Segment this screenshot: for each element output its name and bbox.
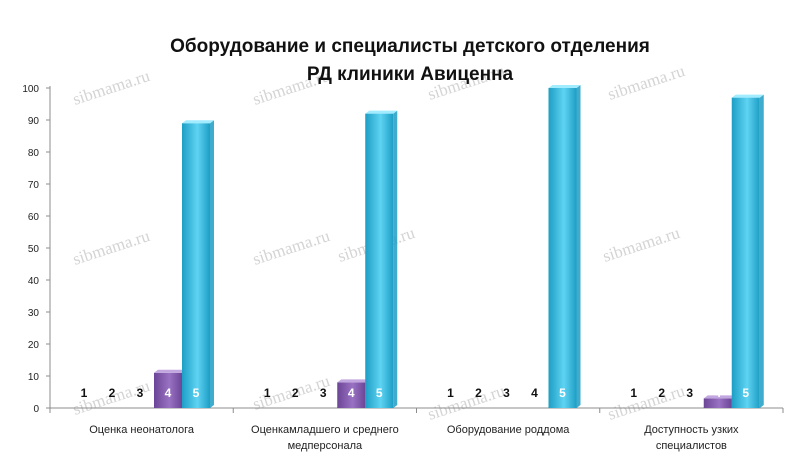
bar-top bbox=[731, 94, 764, 98]
data-label: 1 bbox=[264, 386, 271, 400]
y-tick-label: 40 bbox=[28, 276, 40, 287]
data-label: 3 bbox=[686, 386, 693, 400]
bar bbox=[703, 398, 732, 408]
data-label: 4 bbox=[165, 386, 172, 400]
chart-title: Оборудование и специалисты детского отде… bbox=[170, 36, 650, 85]
bar-side bbox=[759, 94, 764, 408]
x-category-label: медперсонала bbox=[288, 440, 363, 452]
data-labels: 1 1 1 1 2 2 2 2 3 3 3 3 4 4 4 4 5 5 5 5 bbox=[81, 386, 750, 400]
y-tick-label: 70 bbox=[28, 180, 40, 191]
data-label: 5 bbox=[742, 386, 749, 400]
axes: 0 10 20 30 40 50 60 70 80 90 100 Оценка неонатолога… bbox=[22, 84, 784, 452]
bar bbox=[731, 97, 760, 408]
x-category-label: Оценкамладшего и среднего bbox=[251, 424, 399, 436]
y-tick-label: 0 bbox=[33, 404, 39, 415]
y-tick-label: 10 bbox=[28, 372, 40, 383]
x-category-label: Доступность узких bbox=[644, 424, 739, 436]
y-tick-label: 90 bbox=[28, 116, 40, 127]
bar-side bbox=[393, 110, 398, 408]
y-tick-label: 50 bbox=[28, 244, 40, 255]
data-label: 1 bbox=[81, 386, 88, 400]
watermark-text: sibmama.ru bbox=[605, 381, 687, 424]
bar-top bbox=[337, 379, 370, 383]
bar-side bbox=[210, 120, 214, 408]
bar-top bbox=[182, 120, 214, 124]
chart-title-line: Оборудование и специалисты детского отде… bbox=[170, 36, 650, 57]
bar-top bbox=[154, 369, 186, 373]
bar bbox=[337, 382, 366, 408]
bar bbox=[548, 88, 577, 408]
watermark-text: sibmama.ru bbox=[70, 66, 152, 109]
data-label: 3 bbox=[503, 386, 510, 400]
data-label: 3 bbox=[320, 386, 327, 400]
bar bbox=[154, 372, 182, 408]
watermark-text: sibmama.ru bbox=[425, 381, 507, 424]
watermark-text: sibmama.ru bbox=[605, 61, 687, 104]
watermark-text: sibmama.ru bbox=[250, 226, 332, 269]
y-tick-label: 20 bbox=[28, 340, 40, 351]
data-label: 2 bbox=[475, 386, 482, 400]
bar-top bbox=[548, 85, 581, 88]
data-label: 4 bbox=[714, 386, 721, 400]
y-tick-label: 60 bbox=[28, 212, 40, 223]
data-label: 1 bbox=[630, 386, 637, 400]
data-label: 1 bbox=[447, 386, 454, 400]
data-label: 5 bbox=[193, 386, 200, 400]
x-category-label: Оборудование роддома bbox=[447, 424, 570, 436]
chart-title-line: РД клиники Авиценна bbox=[307, 64, 514, 85]
bar-top bbox=[703, 395, 736, 399]
data-label: 3 bbox=[137, 386, 144, 400]
data-label: 4 bbox=[348, 386, 355, 400]
y-tick-label: 30 bbox=[28, 308, 40, 319]
bars bbox=[154, 85, 764, 408]
data-label: 5 bbox=[376, 386, 383, 400]
x-category-label: специалистов bbox=[656, 440, 727, 452]
data-label: 4 bbox=[531, 386, 538, 400]
data-label: 2 bbox=[292, 386, 299, 400]
data-label: 5 bbox=[559, 386, 566, 400]
data-label: 2 bbox=[109, 386, 116, 400]
watermark-text: sibmama.ru bbox=[600, 223, 682, 266]
y-tick-label: 100 bbox=[22, 84, 39, 95]
bar bbox=[182, 123, 210, 408]
data-label: 2 bbox=[658, 386, 665, 400]
y-tick-label: 80 bbox=[28, 148, 40, 159]
x-category-label: Оценка неонатолога bbox=[89, 424, 195, 436]
bar-side bbox=[576, 85, 581, 408]
watermark-text: sibmama.ru bbox=[70, 226, 152, 269]
bar bbox=[365, 113, 394, 408]
bar-top bbox=[365, 110, 398, 114]
